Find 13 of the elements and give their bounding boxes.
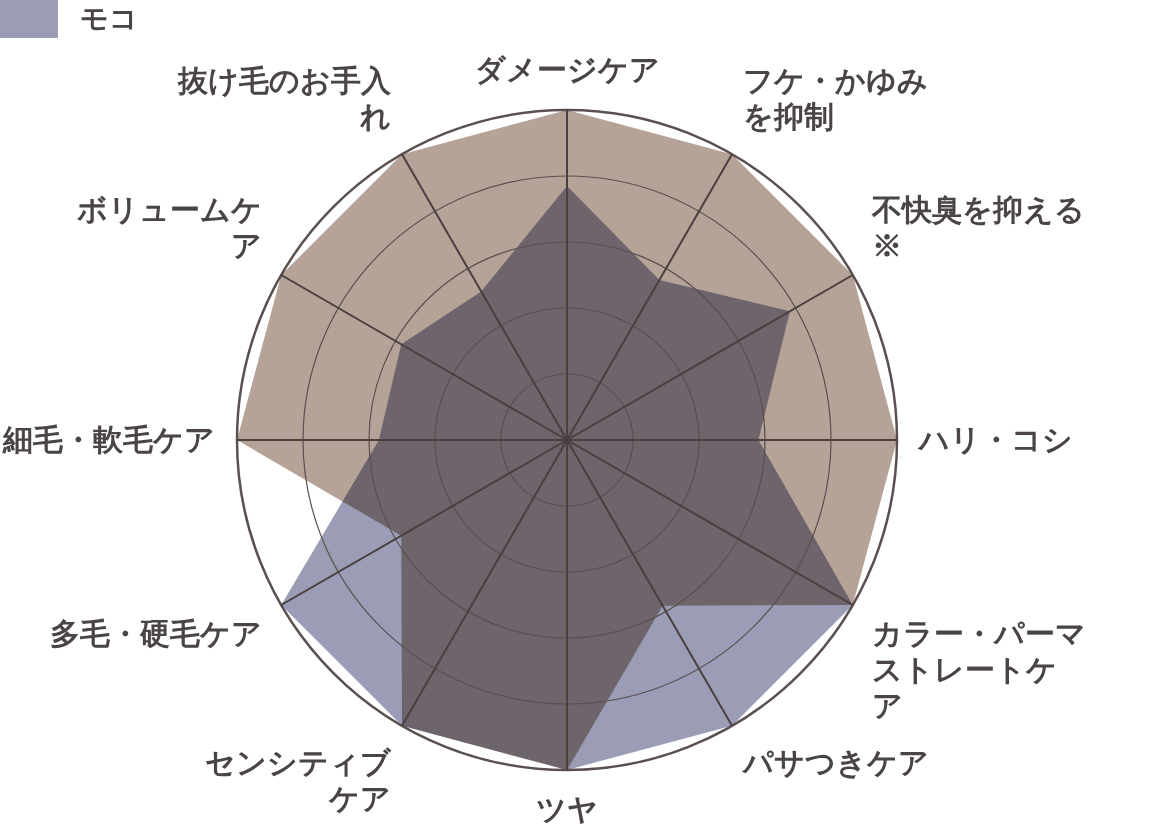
spoke-label: ハリ・コシ bbox=[919, 422, 1074, 458]
spoke-label: 細毛・軟毛ケア bbox=[1, 422, 215, 458]
spoke-label: 抜け毛のお手入れ bbox=[176, 63, 391, 136]
spoke-label: フケ・かゆみを抑制 bbox=[743, 63, 929, 136]
spoke-label: 多毛・硬毛ケア bbox=[49, 616, 263, 652]
spoke-label: カラー・パーマストレートケア bbox=[871, 616, 1087, 724]
legend-label: モコ bbox=[80, 2, 138, 35]
spoke-label: センシティブケア bbox=[204, 744, 391, 817]
spoke-label: ツヤ bbox=[535, 792, 599, 828]
spoke-label: ダメージケア bbox=[473, 52, 661, 88]
spoke-label: パサつきケア bbox=[743, 744, 930, 781]
spoke-label: 不快臭を抑える※ bbox=[871, 192, 1086, 264]
spoke-label: ボリュームケア bbox=[76, 192, 263, 264]
